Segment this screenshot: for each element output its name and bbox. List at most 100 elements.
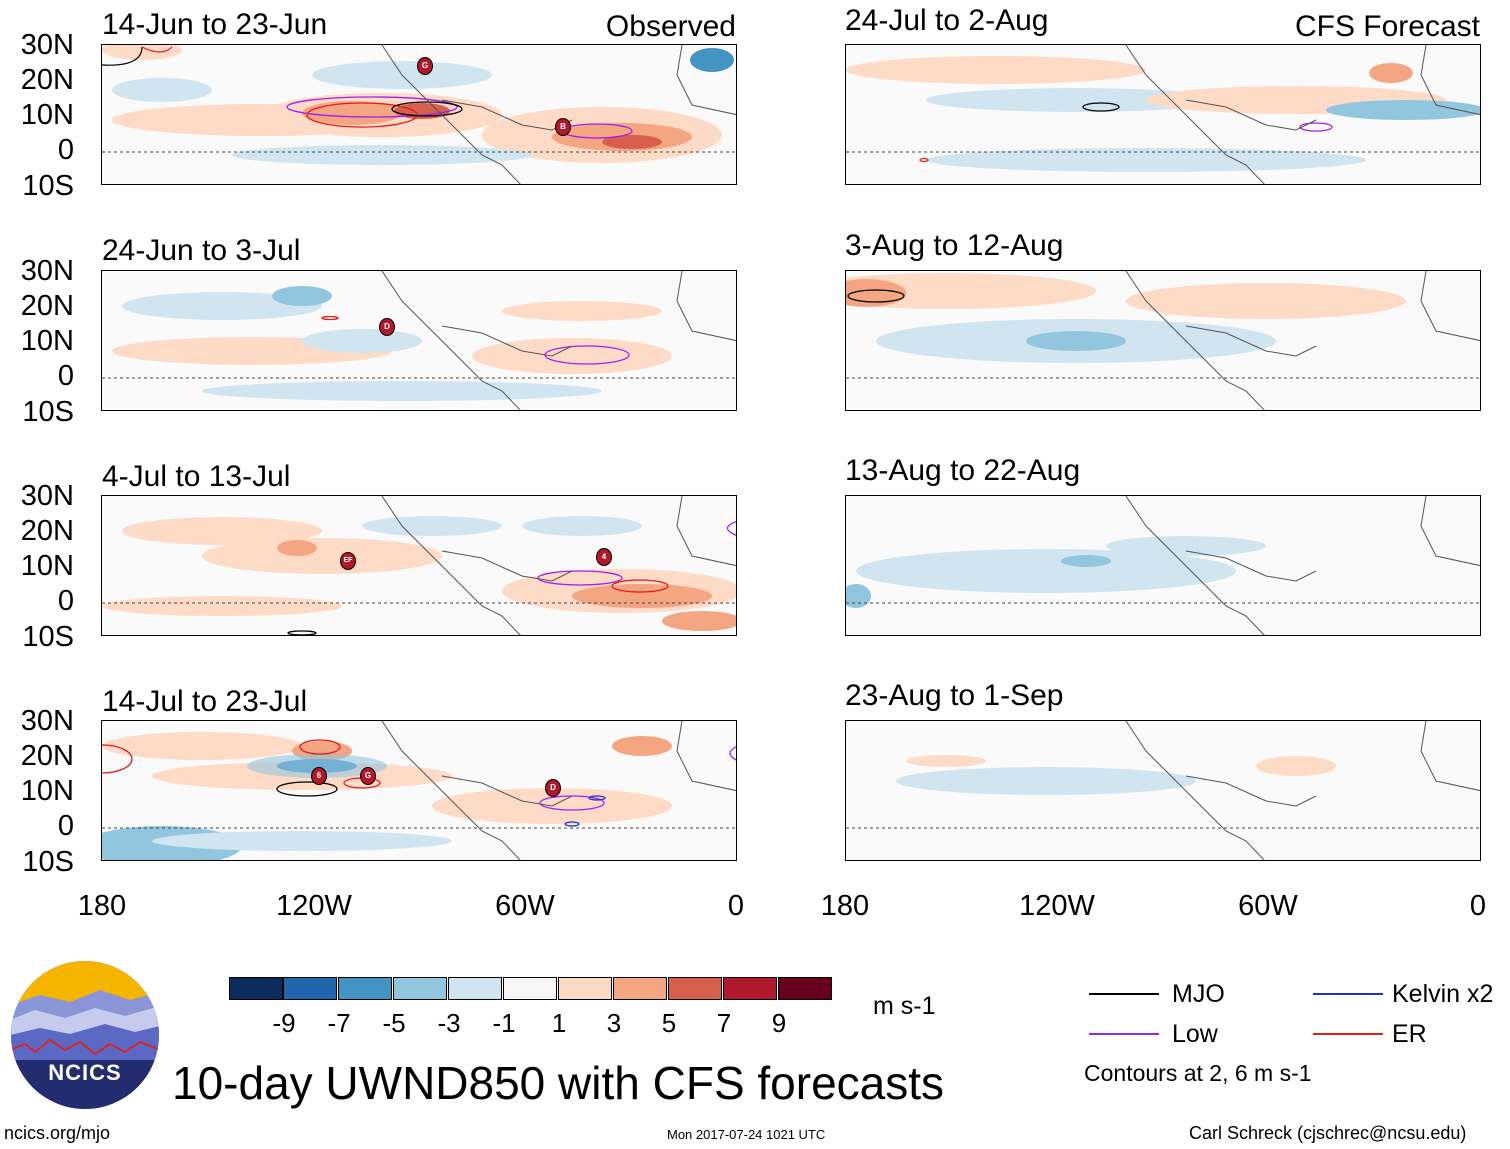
colorbar-cell: [778, 977, 832, 1000]
legend-label-mjo: MJO: [1172, 980, 1225, 1008]
main-title: 10-day UWND850 with CFS forecasts: [172, 1057, 945, 1109]
panel-title-left-3: 4-Jul to 13-Jul: [102, 460, 291, 493]
wind-anomaly-map: [102, 45, 736, 184]
legend-line-er: [1313, 1033, 1383, 1035]
wind-anomaly-map: [846, 721, 1480, 860]
lat-label: 30N: [20, 480, 74, 512]
lat-label: 10S: [22, 621, 74, 653]
colorbar-label: 5: [661, 1008, 677, 1038]
colorbar-label: 1: [551, 1008, 567, 1038]
colorbar-label: 9: [771, 1008, 787, 1038]
storm-marker-icon: 4: [596, 548, 612, 566]
colorbar-cell: [613, 977, 667, 1000]
lon-label-right: 60W: [1238, 890, 1298, 922]
legend-label-er: ER: [1392, 1020, 1427, 1048]
colorbar-cell: [283, 977, 337, 1000]
forecast-label: CFS Forecast: [1294, 10, 1480, 43]
lon-label-left: 120W: [276, 890, 352, 922]
lat-label: 20N: [20, 515, 74, 547]
colorbar-cell: [558, 977, 612, 1000]
panel-title-left-2: 24-Jun to 3-Jul: [102, 234, 301, 267]
footer-timestamp: Mon 2017-07-24 1021 UTC: [667, 1127, 826, 1142]
storm-marker-icon: G: [360, 767, 376, 785]
legend-label-kelvin: Kelvin x2: [1392, 980, 1494, 1008]
wind-anomaly-map: [102, 496, 736, 635]
colorbar-unit: m s-1: [873, 992, 936, 1020]
lat-label: 0: [57, 810, 74, 842]
storm-marker-icon: EF: [340, 552, 356, 570]
colorbar-label: 7: [716, 1008, 732, 1038]
legend-line-mjo: [1089, 993, 1159, 995]
lat-label: 10S: [22, 396, 74, 428]
wind-anomaly-map: [846, 271, 1480, 410]
lon-label-left: 60W: [495, 890, 555, 922]
map-panel-left-3: [101, 495, 737, 636]
lat-label: 10N: [20, 325, 74, 357]
lon-label-left: 0: [727, 890, 745, 922]
panel-title-right-3: 13-Aug to 22-Aug: [845, 454, 1081, 487]
legend-line-low: [1089, 1033, 1159, 1035]
lat-label: 20N: [20, 290, 74, 322]
lat-label: 0: [57, 360, 74, 392]
wind-anomaly-map: [846, 45, 1480, 184]
colorbar-label: -9: [272, 1008, 296, 1038]
lat-label: 20N: [20, 740, 74, 772]
lon-label-right: 0: [1469, 890, 1487, 922]
wind-anomaly-map: [102, 721, 736, 860]
lat-label: 10N: [20, 775, 74, 807]
storm-marker-icon: B: [555, 118, 571, 136]
map-panel-right-1: [845, 44, 1481, 185]
colorbar-cell: [338, 977, 392, 1000]
ncics-logo: NCICS: [10, 960, 160, 1110]
map-panel-left-1: [101, 44, 737, 185]
observed-label: Observed: [605, 10, 736, 43]
lat-label: 30N: [20, 705, 74, 737]
colorbar-cell: [503, 977, 557, 1000]
colorbar-cell: [448, 977, 502, 1000]
wind-anomaly-map: [846, 496, 1480, 635]
colorbar-label: -3: [437, 1008, 461, 1038]
lat-label: 10N: [20, 550, 74, 582]
map-panel-right-3: [845, 495, 1481, 636]
lon-label-left: 180: [77, 890, 127, 922]
panel-title-right-2: 3-Aug to 12-Aug: [845, 229, 1064, 262]
colorbar-label: -5: [382, 1008, 406, 1038]
footer-author: Carl Schreck (cjschrec@ncsu.edu): [1189, 1123, 1467, 1143]
wind-anomaly-map: [102, 271, 736, 410]
lat-label: 10S: [22, 170, 74, 202]
colorbar-label: -1: [492, 1008, 516, 1038]
colorbar-cell: [723, 977, 777, 1000]
logo-text: NCICS: [48, 1060, 122, 1085]
lat-label: 10N: [20, 99, 74, 131]
legend-note: Contours at 2, 6 m s-1: [1084, 1060, 1312, 1086]
panel-title-right-1: 24-Jul to 2-Aug: [845, 4, 1049, 37]
lat-label: 0: [57, 585, 74, 617]
colorbar-cell: [393, 977, 447, 1000]
map-panel-right-2: [845, 270, 1481, 411]
lat-label: 0: [57, 134, 74, 166]
colorbar-label: -7: [327, 1008, 351, 1038]
ncics-logo-icon: [11, 961, 159, 1109]
panel-title-right-4: 23-Aug to 1-Sep: [845, 679, 1064, 712]
lon-label-right: 180: [820, 890, 870, 922]
storm-marker-icon: 6: [311, 767, 327, 785]
storm-marker-icon: D: [379, 318, 395, 336]
panel-title-left-4: 14-Jul to 23-Jul: [102, 685, 308, 718]
colorbar-cell: [229, 977, 283, 1000]
lon-label-right: 120W: [1019, 890, 1095, 922]
footer-site-link[interactable]: ncics.org/mjo: [4, 1123, 111, 1143]
lat-label: 20N: [20, 64, 74, 96]
map-panel-left-4: [101, 720, 737, 861]
panel-title-left-1: 14-Jun to 23-Jun: [102, 8, 328, 41]
legend-label-low: Low: [1172, 1020, 1218, 1048]
legend-line-kelvin: [1313, 993, 1383, 995]
lat-label: 10S: [22, 846, 74, 878]
map-panel-left-2: [101, 270, 737, 411]
lat-label: 30N: [20, 29, 74, 61]
colorbar-label: 3: [606, 1008, 622, 1038]
map-panel-right-4: [845, 720, 1481, 861]
colorbar-cell: [668, 977, 722, 1000]
storm-marker-icon: G: [417, 57, 433, 75]
storm-marker-icon: D: [545, 779, 561, 797]
lat-label: 30N: [20, 255, 74, 287]
